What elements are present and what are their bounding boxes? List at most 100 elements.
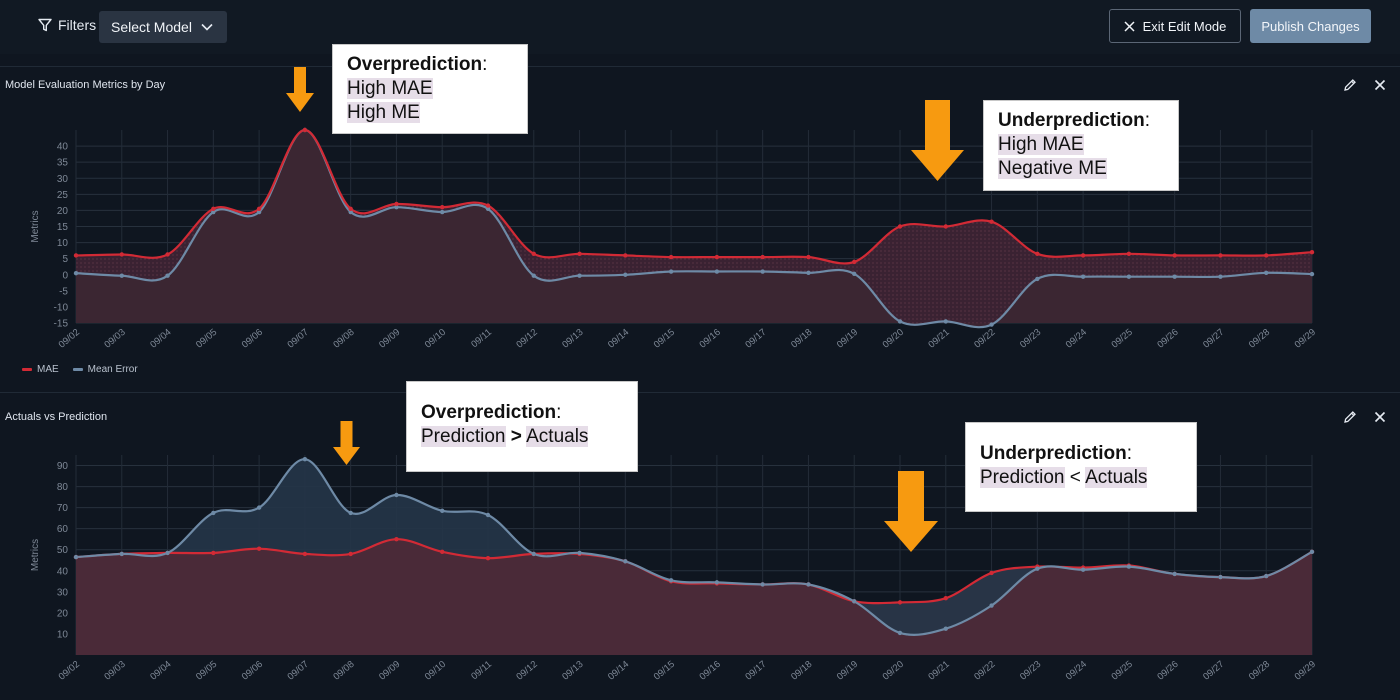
close-icon[interactable] <box>1373 78 1387 92</box>
data-point[interactable] <box>211 550 216 556</box>
data-point[interactable] <box>1264 253 1269 258</box>
data-point[interactable] <box>1126 251 1132 257</box>
data-point[interactable] <box>485 203 491 208</box>
data-point[interactable] <box>943 224 948 229</box>
data-point[interactable] <box>577 251 582 257</box>
data-point[interactable] <box>897 224 903 229</box>
data-point[interactable] <box>1035 251 1040 257</box>
data-point[interactable] <box>211 206 216 212</box>
data-point[interactable] <box>440 508 445 513</box>
data-point[interactable] <box>989 570 994 576</box>
data-point[interactable] <box>897 630 903 636</box>
data-point[interactable] <box>531 251 536 257</box>
data-point[interactable] <box>1218 574 1223 580</box>
data-point[interactable] <box>577 550 582 556</box>
data-point[interactable] <box>623 253 628 258</box>
data-point[interactable] <box>943 319 948 324</box>
data-point[interactable] <box>302 127 308 133</box>
data-point[interactable] <box>1126 274 1132 279</box>
data-point[interactable] <box>1035 566 1040 571</box>
data-point[interactable] <box>531 273 536 278</box>
data-point[interactable] <box>119 252 124 257</box>
data-point[interactable] <box>302 551 308 557</box>
data-point[interactable] <box>73 554 79 560</box>
data-point[interactable] <box>1126 564 1132 569</box>
data-point[interactable] <box>1309 250 1315 255</box>
legend-item-mean-error[interactable]: Mean Error <box>72 364 138 375</box>
data-point[interactable] <box>1035 276 1040 282</box>
data-point[interactable] <box>485 555 491 561</box>
data-point[interactable] <box>256 546 262 551</box>
data-point[interactable] <box>897 600 903 605</box>
data-point[interactable] <box>256 505 262 510</box>
data-point[interactable] <box>897 319 903 324</box>
data-point[interactable] <box>1264 270 1269 276</box>
data-point[interactable] <box>73 270 79 276</box>
data-point[interactable] <box>1172 274 1177 279</box>
data-point[interactable] <box>852 271 857 276</box>
data-point[interactable] <box>531 551 536 557</box>
data-point[interactable] <box>302 457 308 462</box>
data-point[interactable] <box>440 209 445 215</box>
data-point[interactable] <box>943 595 948 601</box>
data-point[interactable] <box>348 209 353 215</box>
data-point[interactable] <box>852 599 857 604</box>
data-point[interactable] <box>394 492 399 498</box>
data-point[interactable] <box>165 273 170 278</box>
data-point[interactable] <box>165 550 170 556</box>
data-point[interactable] <box>1172 571 1177 577</box>
data-point[interactable] <box>1218 253 1223 258</box>
data-point[interactable] <box>806 270 811 276</box>
data-point[interactable] <box>1172 253 1177 258</box>
data-point[interactable] <box>714 269 720 274</box>
data-point[interactable] <box>760 254 765 260</box>
data-point[interactable] <box>440 549 445 555</box>
data-point[interactable] <box>1080 274 1086 279</box>
data-point[interactable] <box>440 205 445 210</box>
data-point[interactable] <box>1218 274 1223 279</box>
data-point[interactable] <box>119 551 124 557</box>
data-point[interactable] <box>668 269 674 274</box>
filters-button[interactable]: Filters <box>38 17 96 33</box>
data-point[interactable] <box>760 582 765 587</box>
legend-item-mae[interactable]: MAE <box>22 364 59 375</box>
data-point[interactable] <box>119 273 124 278</box>
publish-changes-button[interactable]: Publish Changes <box>1250 9 1371 43</box>
data-point[interactable] <box>989 322 994 327</box>
data-point[interactable] <box>668 578 674 583</box>
data-point[interactable] <box>256 206 262 212</box>
data-point[interactable] <box>485 206 491 212</box>
data-point[interactable] <box>394 537 399 542</box>
data-point[interactable] <box>1080 567 1086 572</box>
data-point[interactable] <box>714 254 720 260</box>
data-point[interactable] <box>806 254 811 260</box>
select-model-dropdown[interactable]: Select Model <box>99 11 227 43</box>
data-point[interactable] <box>73 253 79 258</box>
close-icon[interactable] <box>1373 410 1387 424</box>
data-point[interactable] <box>394 205 399 210</box>
exit-edit-mode-button[interactable]: Exit Edit Mode <box>1109 9 1241 43</box>
data-point[interactable] <box>668 254 674 260</box>
data-point[interactable] <box>165 252 170 257</box>
data-point[interactable] <box>577 273 582 278</box>
data-point[interactable] <box>1309 271 1315 277</box>
data-point[interactable] <box>211 209 216 215</box>
data-point[interactable] <box>348 510 353 516</box>
data-point[interactable] <box>1080 253 1086 258</box>
data-point[interactable] <box>485 512 491 518</box>
data-point[interactable] <box>943 626 948 631</box>
data-point[interactable] <box>348 206 353 212</box>
data-point[interactable] <box>256 209 262 215</box>
data-point[interactable] <box>623 272 628 277</box>
data-point[interactable] <box>806 582 811 587</box>
data-point[interactable] <box>1309 549 1315 555</box>
data-point[interactable] <box>714 580 720 585</box>
data-point[interactable] <box>1264 573 1269 579</box>
data-point[interactable] <box>211 510 216 516</box>
data-point[interactable] <box>989 603 994 608</box>
data-point[interactable] <box>989 219 994 224</box>
data-point[interactable] <box>394 201 399 207</box>
data-point[interactable] <box>348 551 353 557</box>
edit-icon[interactable] <box>1343 78 1357 92</box>
data-point[interactable] <box>623 559 628 564</box>
